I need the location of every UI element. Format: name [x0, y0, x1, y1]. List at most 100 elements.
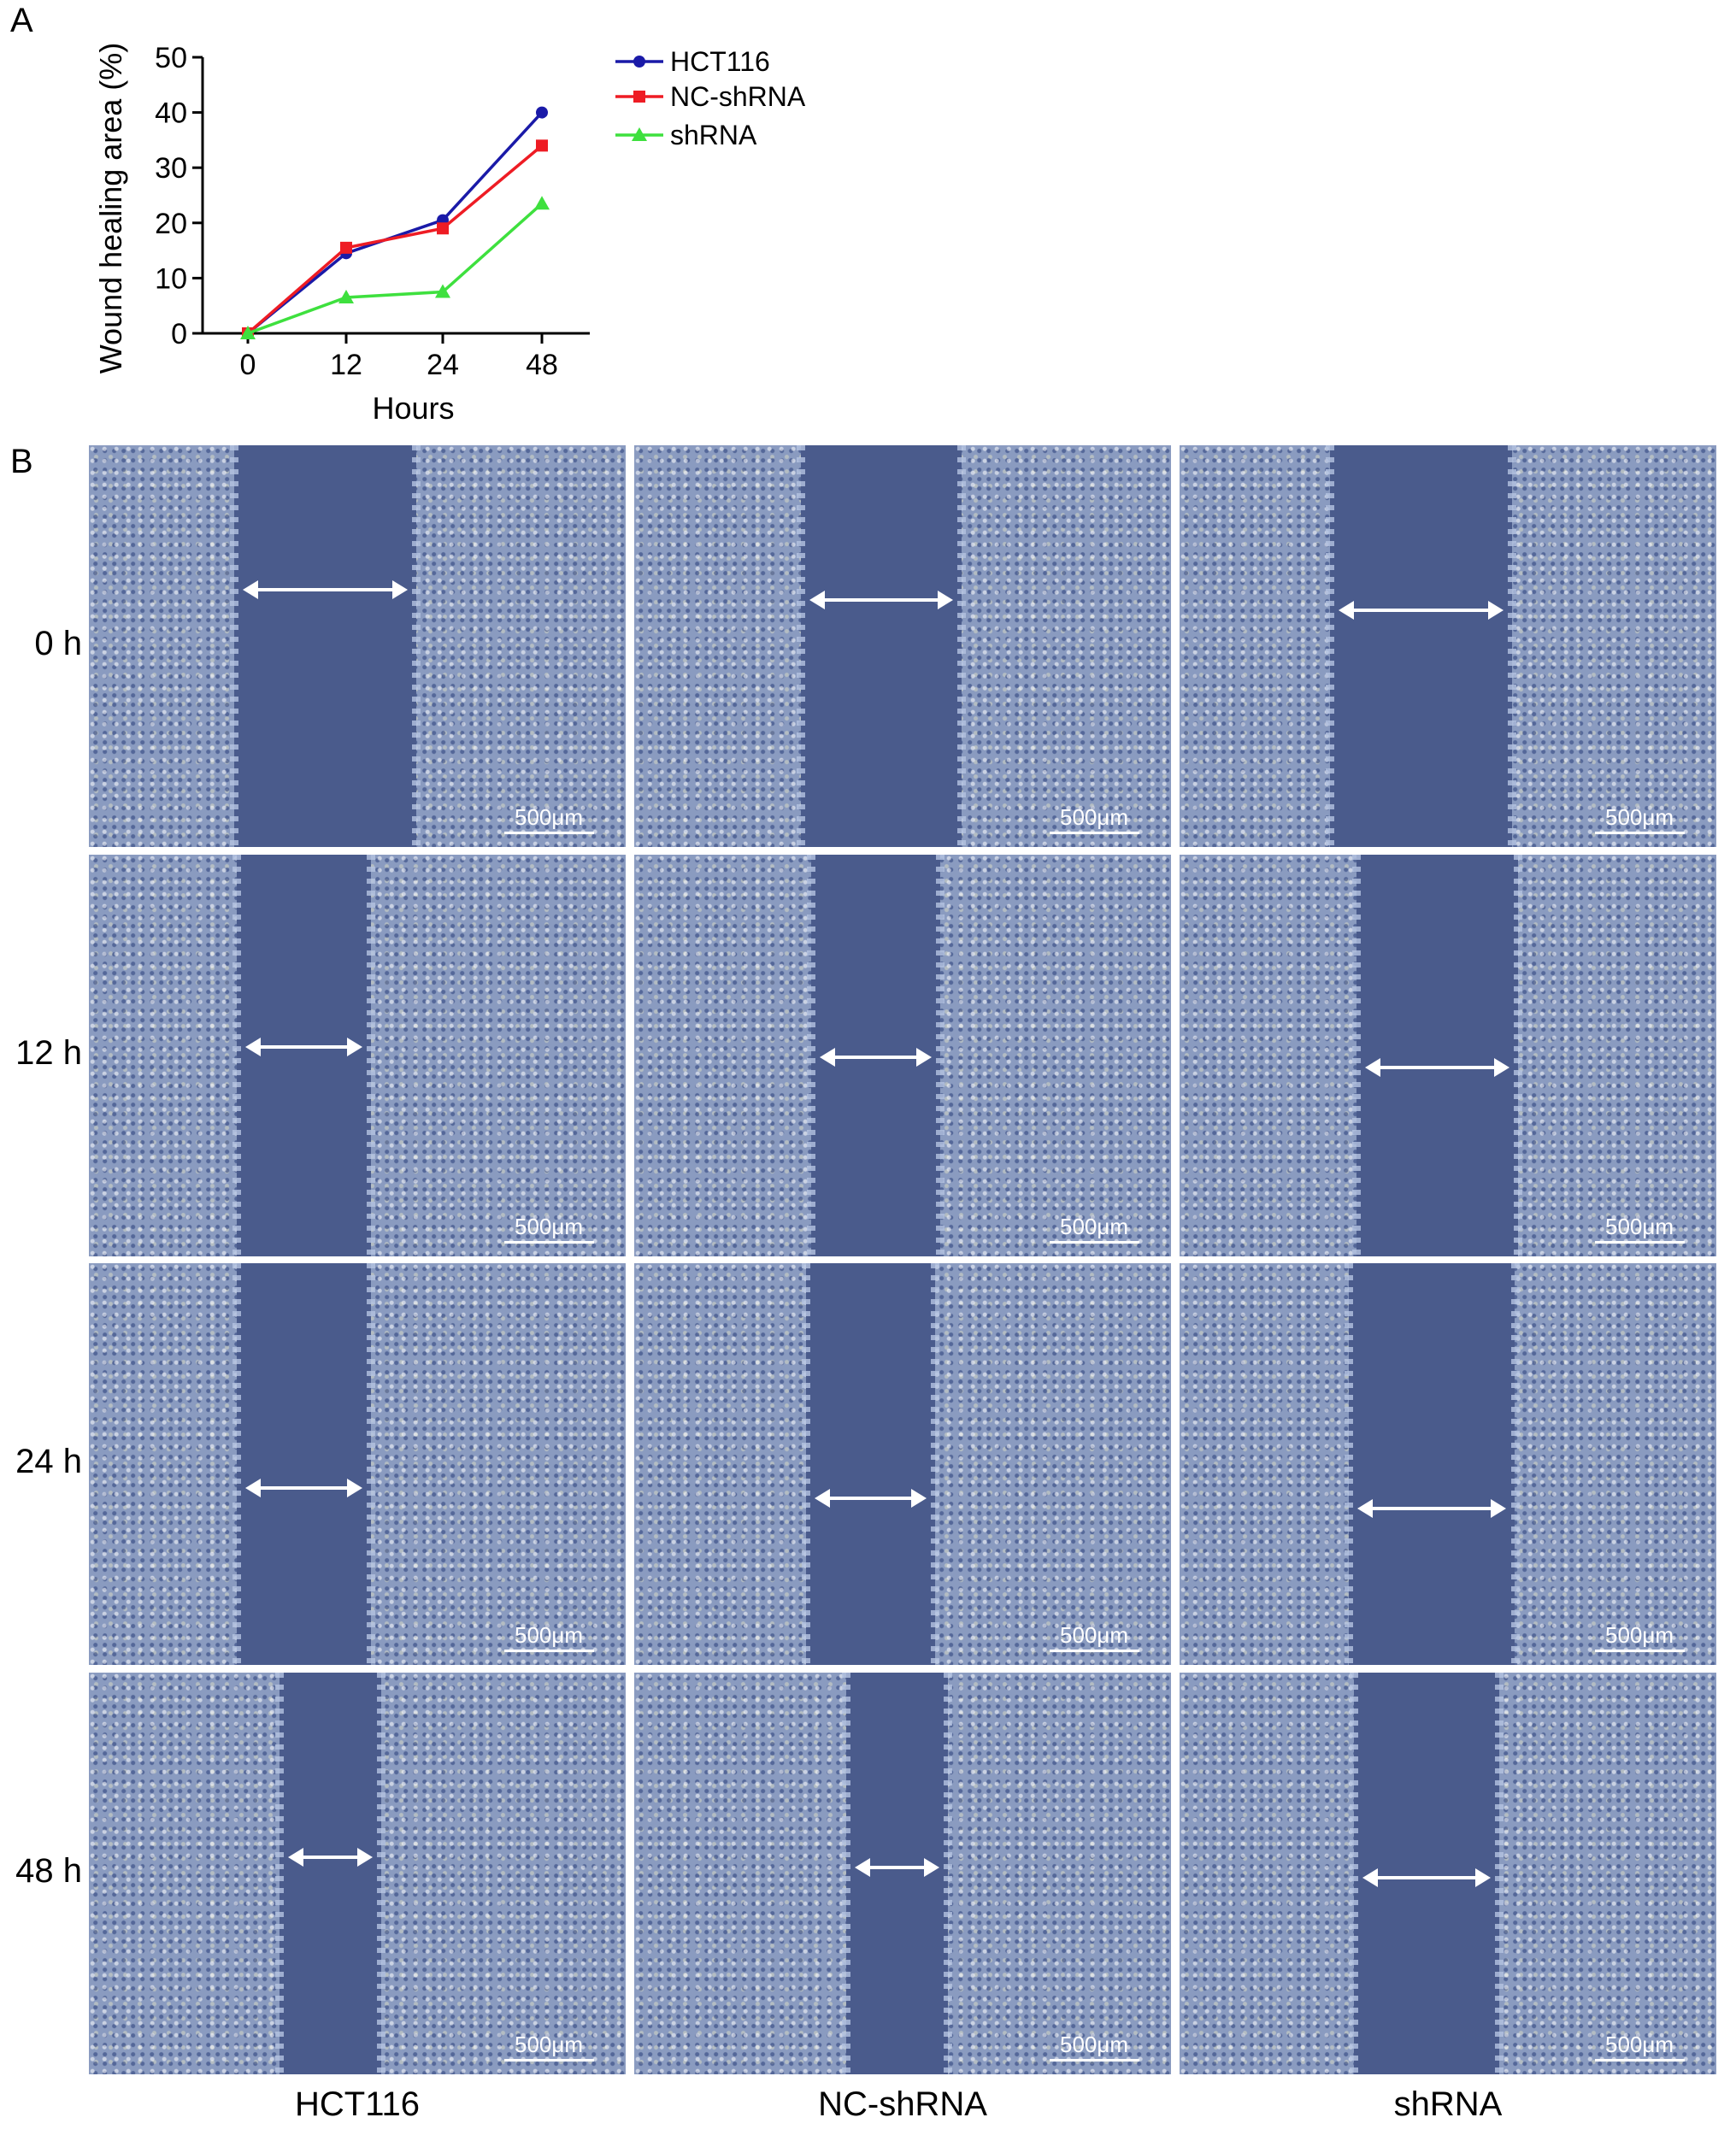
wound-width-arrow [1362, 1867, 1491, 1887]
y-tick-label: 0 [171, 318, 187, 350]
scale-bar [1595, 832, 1685, 834]
wound-width-arrow [814, 1488, 927, 1508]
scale-bar [1050, 832, 1139, 834]
wound-edge [801, 1263, 810, 1665]
data-point-nc-shrna [340, 241, 352, 254]
wound-gap [236, 1263, 371, 1665]
data-point-shrna [435, 284, 450, 298]
legend-item-nc-shrna: NC-shRNA [614, 78, 805, 115]
scale-bar [1595, 1650, 1685, 1652]
wound-width-arrow [1356, 1498, 1507, 1518]
y-tick-label: 20 [155, 208, 187, 240]
wound-edge [1350, 1673, 1359, 2074]
wound-edge [1344, 1263, 1353, 1665]
wound-edge [1513, 855, 1522, 1256]
wound-gap [1356, 855, 1518, 1256]
scale-bar [504, 832, 594, 834]
x-tick-label: 48 [526, 349, 558, 381]
scale-bar [1050, 1241, 1139, 1244]
column-label-shrna: shRNA [1393, 2085, 1503, 2123]
data-point-shrna [240, 326, 256, 339]
wound-width-arrow [1338, 600, 1504, 620]
scale-bar-label: 500μm [514, 1214, 584, 1239]
wound-width-arrow [244, 1478, 362, 1497]
micrograph-shrna-48h: 500μm [1180, 1673, 1716, 2074]
data-point-nc-shrna [437, 222, 449, 235]
row-label-48h: 48 h [15, 1852, 82, 1890]
wound-edge [232, 855, 241, 1256]
y-tick-label: 50 [155, 42, 187, 74]
micrograph-shrna-24h: 500μm [1180, 1263, 1716, 1665]
wound-width-arrow [244, 1038, 362, 1056]
wound-width-arrow [820, 1048, 932, 1067]
wound-edge [1352, 855, 1362, 1256]
scale-bar-label: 500μm [1604, 2032, 1674, 2057]
wound-edge [1325, 445, 1334, 847]
scale-bar-label: 500μm [1059, 1622, 1129, 1648]
wound-width-arrow [1365, 1058, 1510, 1077]
wound-edge [944, 1673, 953, 2074]
wound-edge [807, 855, 816, 1256]
series-line-nc-shrna [246, 144, 544, 335]
scale-bar-label: 500μm [514, 1622, 584, 1648]
scale-bar-label: 500μm [514, 804, 584, 830]
wound-gap [800, 445, 962, 847]
scale-bar [504, 2059, 594, 2061]
wound-edge [796, 445, 805, 847]
wound-gap [233, 445, 417, 847]
legend-label: shRNA [670, 119, 757, 150]
wound-width-arrow [855, 1857, 940, 1877]
micrograph-nc-shrna-12h: 500μm [634, 855, 1171, 1256]
scale-bar [504, 1241, 594, 1244]
wound-edge [1494, 1673, 1504, 2074]
panel-b-label: B [10, 443, 33, 480]
wound-edge [274, 1673, 284, 2074]
panel-a-label: A [10, 2, 33, 39]
wound-edge [366, 1263, 375, 1665]
y-tick-label: 10 [155, 262, 187, 295]
data-point-hct116 [536, 106, 548, 119]
scale-bar-label: 500μm [1604, 804, 1674, 830]
wound-edge [412, 445, 421, 847]
row-label-24h: 24 h [15, 1443, 82, 1480]
wound-gap [279, 1673, 382, 2074]
data-point-shrna [534, 196, 550, 210]
scale-bar-label: 500μm [1604, 1622, 1674, 1648]
y-axis-title: Wound healing area (%) [93, 43, 128, 374]
wound-edge [935, 855, 945, 1256]
x-tick-label: 12 [330, 349, 362, 381]
scale-bar [1595, 2059, 1685, 2061]
legend-label: NC-shRNA [670, 80, 806, 112]
x-tick-label: 0 [240, 349, 256, 381]
micrograph-shrna-0h: 500μm [1180, 445, 1716, 847]
wound-edge [1510, 1263, 1520, 1665]
scale-bar [1050, 1650, 1139, 1652]
legend-swatch [615, 56, 663, 68]
wound-gap [1329, 445, 1513, 847]
x-axis-title: Hours [372, 391, 454, 426]
wound-gap [1348, 1263, 1515, 1665]
column-label-nc-shrna: NC-shRNA [818, 2085, 987, 2123]
legend-swatch [615, 91, 663, 103]
row-label-0h: 0 h [34, 625, 82, 662]
scale-bar-label: 500μm [1059, 1214, 1129, 1239]
micrograph-hct116-12h: 500μm [89, 855, 626, 1256]
micrograph-hct116-0h: 500μm [89, 445, 626, 847]
wound-width-arrow [242, 579, 408, 599]
y-tick-label: 40 [155, 97, 187, 130]
wound-width-arrow [809, 590, 954, 609]
scale-bar [504, 1650, 594, 1652]
legend-item-shrna: shRNA [614, 116, 756, 154]
scale-bar-label: 500μm [1604, 1214, 1674, 1239]
data-point-nc-shrna [536, 139, 548, 152]
wound-edge [930, 1263, 939, 1665]
micrograph-nc-shrna-0h: 500μm [634, 445, 1171, 847]
legend-item-hct116: HCT116 [614, 43, 770, 80]
scale-bar [1595, 1241, 1685, 1244]
wound-healing-line-chart: 0 10 20 30 40 50 0 12 24 48 Hours Wound healing are… [93, 42, 590, 426]
wound-edge [366, 855, 375, 1256]
wound-edge [842, 1673, 851, 2074]
x-tick-label: 24 [427, 349, 459, 381]
wound-edge [229, 445, 238, 847]
micrograph-hct116-48h: 500μm [89, 1673, 626, 2074]
